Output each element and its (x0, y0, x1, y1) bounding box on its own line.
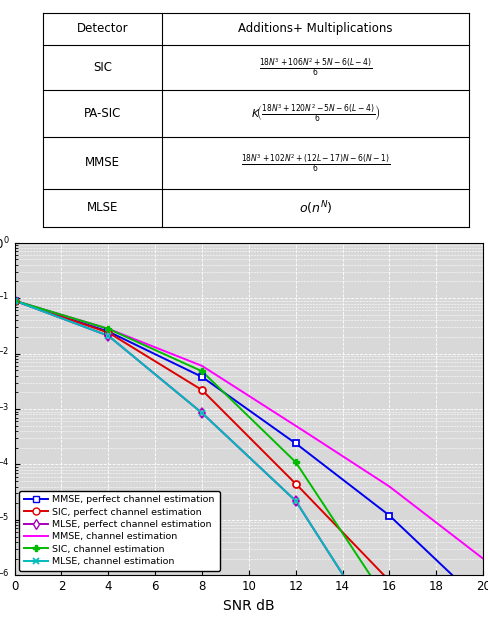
Text: MMSE: MMSE (85, 156, 120, 169)
X-axis label: SNR dB: SNR dB (223, 599, 275, 613)
Text: PA-SIC: PA-SIC (84, 107, 121, 120)
Text: $o(n^N)$: $o(n^N)$ (299, 199, 332, 216)
Text: $\frac{18N^3+102N^2+(12L-17)N-6(N-1)}{6}$: $\frac{18N^3+102N^2+(12L-17)N-6(N-1)}{6}… (241, 152, 390, 174)
Text: Additions+ Multiplications: Additions+ Multiplications (238, 22, 393, 35)
Text: SIC: SIC (93, 61, 112, 74)
Text: $\frac{18N^3+106N^2+5N-6(L-4)}{6}$: $\frac{18N^3+106N^2+5N-6(L-4)}{6}$ (259, 57, 372, 78)
Text: Detector: Detector (77, 22, 128, 35)
Legend: MMSE, perfect channel estimation, SIC, perfect channel estimation, MLSE, perfect: MMSE, perfect channel estimation, SIC, p… (20, 491, 220, 570)
Text: $K\!\left(\frac{18N^3+120N^2-5N-6(L-4)}{6}\right)$: $K\!\left(\frac{18N^3+120N^2-5N-6(L-4)}{… (251, 103, 380, 124)
Text: MLSE: MLSE (87, 202, 118, 215)
